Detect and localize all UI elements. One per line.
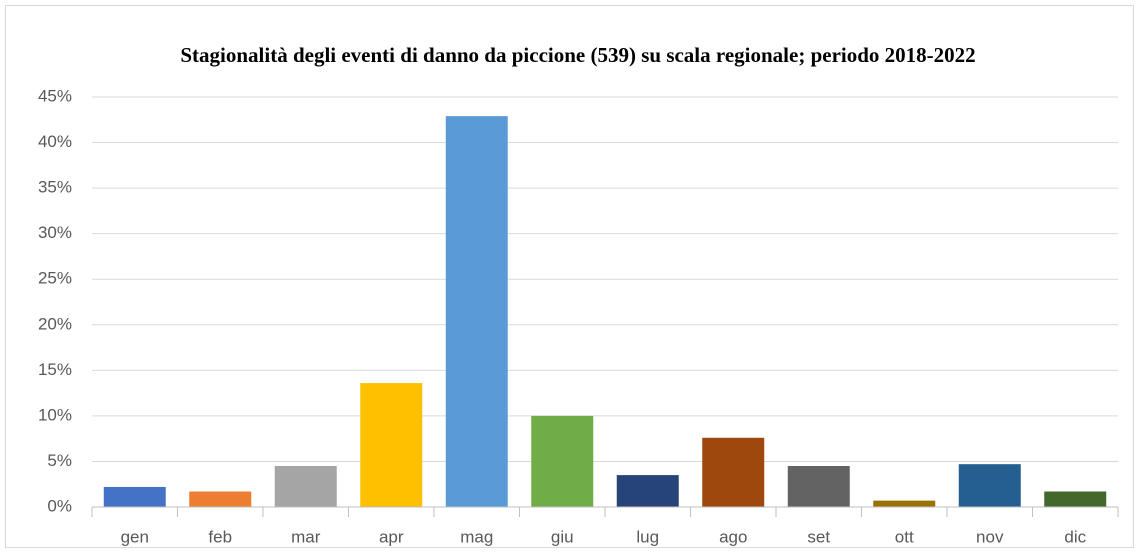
y-tick-label: 15% (38, 360, 72, 379)
x-tick-label: mar (291, 527, 321, 546)
bar (103, 486, 166, 507)
chart-title: Stagionalità degli eventi di danno da pi… (180, 43, 975, 67)
bar (702, 437, 765, 507)
bar (1044, 491, 1107, 507)
y-tick-label: 5% (47, 451, 72, 470)
bar (189, 491, 252, 507)
x-tick-label: set (807, 527, 830, 546)
y-tick-label: 30% (38, 223, 72, 242)
bar (616, 475, 679, 507)
x-tick-label: nov (976, 527, 1004, 546)
y-tick-label: 0% (47, 496, 72, 515)
x-tick-label: gen (121, 527, 149, 546)
bar (873, 500, 936, 507)
bar (531, 415, 594, 507)
bar (958, 464, 1021, 507)
y-tick-label: 45% (38, 86, 72, 105)
x-tick-label: ago (719, 527, 747, 546)
x-tick-label: giu (551, 527, 574, 546)
x-tick-label: mag (460, 527, 493, 546)
bar (445, 116, 508, 507)
y-tick-label: 10% (38, 405, 72, 424)
x-tick-label: ott (895, 527, 914, 546)
bar (274, 466, 337, 507)
y-tick-label: 25% (38, 269, 72, 288)
x-tick-label: apr (379, 527, 404, 546)
y-tick-label: 20% (38, 314, 72, 333)
bar (787, 466, 850, 507)
bar (360, 383, 423, 507)
x-tick-label: feb (208, 527, 232, 546)
y-tick-label: 35% (38, 178, 72, 197)
x-tick-label: lug (636, 527, 659, 546)
y-tick-label: 40% (38, 132, 72, 151)
x-tick-label: dic (1064, 527, 1086, 546)
